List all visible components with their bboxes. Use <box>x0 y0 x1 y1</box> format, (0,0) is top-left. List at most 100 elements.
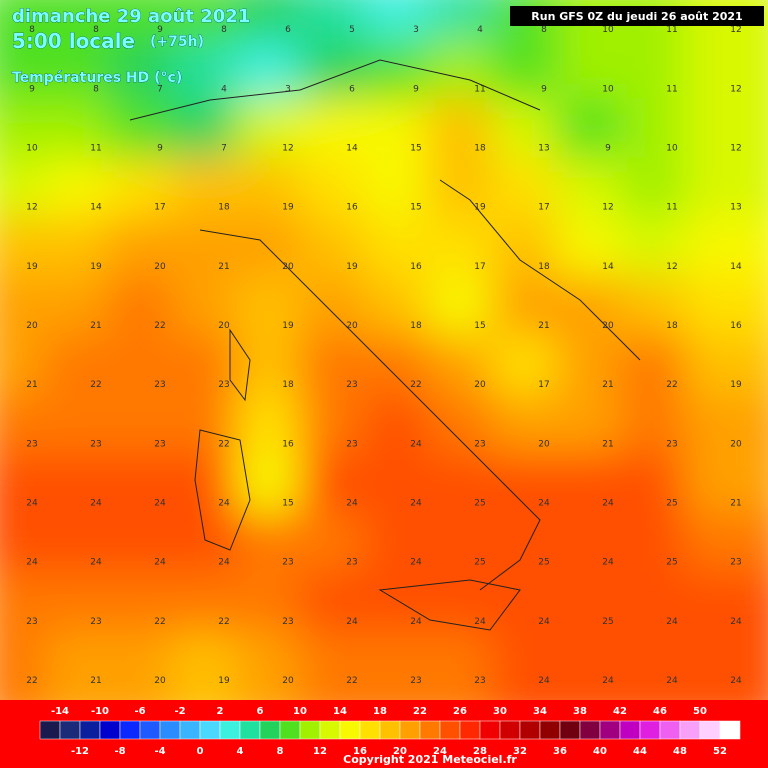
temperature-label: 15 <box>410 143 421 153</box>
legend-swatch <box>499 720 521 740</box>
temperature-label: 22 <box>26 676 37 686</box>
temperature-label: 23 <box>154 380 165 390</box>
temperature-label: 20 <box>154 262 166 272</box>
temperature-label: 20 <box>602 321 614 331</box>
legend-swatch <box>359 720 381 740</box>
temperature-label: 20 <box>474 380 486 390</box>
temperature-label: 21 <box>26 380 37 390</box>
legend-swatch <box>519 720 541 740</box>
temperature-label: 23 <box>282 617 293 627</box>
temperature-label: 4 <box>221 84 227 94</box>
temperature-label: 19 <box>90 262 102 272</box>
temperature-label: 19 <box>282 203 294 213</box>
legend-label: -10 <box>91 706 109 717</box>
temperature-label: 22 <box>154 617 165 627</box>
temperature-label: 23 <box>26 439 37 449</box>
legend-swatch <box>339 720 361 740</box>
local-time: 5:00 locale <box>12 29 135 53</box>
temperature-label: 19 <box>26 262 38 272</box>
legend: -14-12-10-8-6-4-202468101214161820222426… <box>0 700 768 768</box>
temperature-label: 23 <box>474 676 485 686</box>
temperature-label: 14 <box>346 143 358 153</box>
legend-label: 8 <box>277 746 284 757</box>
temperature-label: 23 <box>90 439 101 449</box>
temperature-label: 9 <box>157 143 163 153</box>
legend-label: -2 <box>174 706 185 717</box>
temperature-label: 8 <box>93 84 99 94</box>
legend-label: 52 <box>713 746 727 757</box>
legend-swatch <box>199 720 221 740</box>
temperature-label: 10 <box>26 143 38 153</box>
temperature-label: 5 <box>349 25 355 35</box>
field-name: Températures HD (°c) <box>12 70 182 86</box>
legend-swatch <box>119 720 141 740</box>
temperature-label: 20 <box>730 439 742 449</box>
legend-label: 50 <box>693 706 707 717</box>
run-info: Run GFS 0Z du jeudi 26 août 2021 <box>531 10 742 23</box>
legend-label: 44 <box>633 746 647 757</box>
legend-swatch <box>279 720 301 740</box>
temperature-label: 18 <box>666 321 678 331</box>
temperature-field <box>0 0 768 730</box>
temperature-label: 12 <box>26 203 37 213</box>
coastlines <box>129 59 641 631</box>
temperature-label: 24 <box>602 498 614 508</box>
legend-label: 28 <box>473 746 487 757</box>
temperature-label: 11 <box>666 84 677 94</box>
temperature-label: 14 <box>90 203 102 213</box>
copyright: Copyright 2021 Meteociel.fr <box>343 753 517 766</box>
legend-swatch <box>419 720 441 740</box>
legend-swatch <box>319 720 341 740</box>
temperature-label: 24 <box>666 676 678 686</box>
temperature-label: 14 <box>602 262 614 272</box>
temperature-label: 17 <box>538 380 549 390</box>
temperature-label: 21 <box>90 676 101 686</box>
temperature-label: 24 <box>26 558 38 568</box>
temperature-label: 21 <box>602 439 613 449</box>
temperature-label: 4 <box>477 25 483 35</box>
temperature-label: 12 <box>602 203 613 213</box>
temperature-label: 14 <box>730 262 742 272</box>
temperature-label: 24 <box>602 558 614 568</box>
temperature-label: 15 <box>474 321 485 331</box>
temperature-label: 22 <box>218 439 229 449</box>
legend-swatch <box>539 720 561 740</box>
temperature-label: 15 <box>410 203 421 213</box>
temperature-label: 17 <box>474 262 485 272</box>
temperature-label: 24 <box>410 617 422 627</box>
forecast-offset: (+75h) <box>150 34 204 50</box>
temperature-label: 16 <box>730 321 742 331</box>
legend-swatch <box>399 720 421 740</box>
temperature-label: 19 <box>346 262 358 272</box>
temperature-label: 9 <box>541 84 547 94</box>
temperature-label: 19 <box>730 380 742 390</box>
temperature-label: 8 <box>93 25 99 35</box>
temperature-label: 12 <box>282 143 293 153</box>
temperature-label: 8 <box>541 25 547 35</box>
temperature-label: 21 <box>730 498 741 508</box>
temperature-label: 18 <box>410 321 422 331</box>
legend-label: 36 <box>553 746 567 757</box>
temperature-label: 9 <box>29 84 35 94</box>
temperature-label: 23 <box>282 558 293 568</box>
legend-label: 2 <box>217 706 224 717</box>
legend-swatch <box>579 720 601 740</box>
temperature-label: 16 <box>410 262 422 272</box>
temperature-label: 9 <box>157 25 163 35</box>
temperature-label: 10 <box>666 143 678 153</box>
legend-label: 30 <box>493 706 507 717</box>
temperature-label: 8 <box>29 25 35 35</box>
temperature-label: 11 <box>666 25 677 35</box>
legend-swatch <box>59 720 81 740</box>
legend-swatch <box>39 720 61 740</box>
legend-label: -12 <box>71 746 89 757</box>
temperature-label: 25 <box>666 498 677 508</box>
temperature-label: 11 <box>474 84 485 94</box>
legend-swatch <box>559 720 581 740</box>
temperature-label: 6 <box>285 25 291 35</box>
temperature-label: 16 <box>282 439 294 449</box>
temperature-label: 24 <box>730 676 742 686</box>
temperature-label: 15 <box>282 498 293 508</box>
temperature-label: 24 <box>602 676 614 686</box>
temperature-label: 18 <box>282 380 294 390</box>
